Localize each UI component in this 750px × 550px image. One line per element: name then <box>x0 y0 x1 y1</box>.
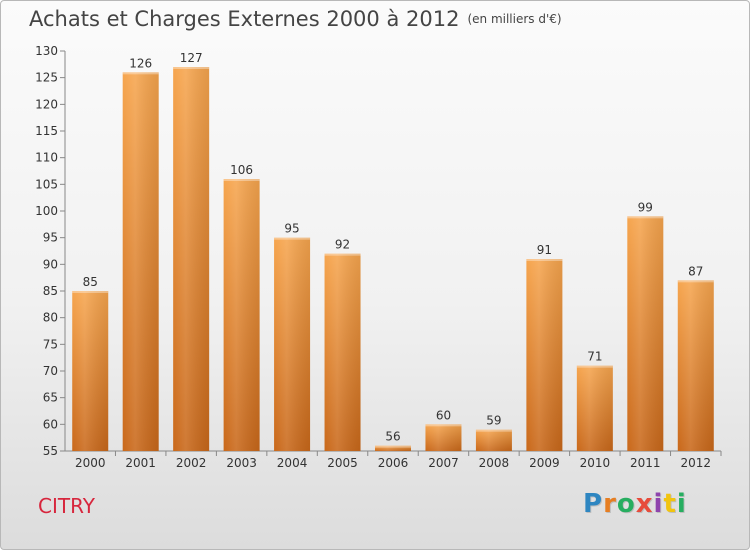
logo-letter: o <box>616 489 636 519</box>
bar-top-highlight <box>627 216 664 219</box>
y-tick-label: 80 <box>43 311 58 325</box>
x-tick-label: 2009 <box>529 456 560 470</box>
y-tick-label: 95 <box>43 231 58 245</box>
x-tick-label: 2000 <box>75 456 106 470</box>
x-tick-label: 2004 <box>277 456 308 470</box>
bar-value-label: 87 <box>688 264 703 278</box>
bar-shine <box>375 445 411 451</box>
logo-letter: P <box>583 489 604 519</box>
bar-shine <box>173 67 210 451</box>
bar-top-highlight <box>173 67 210 69</box>
logo-letter: i <box>676 489 687 519</box>
y-tick-label: 55 <box>43 444 58 458</box>
bar-top-highlight <box>223 179 260 181</box>
bar-shine <box>72 291 109 451</box>
proxiti-logo: Proxiti <box>583 489 687 519</box>
x-tick-label: 2012 <box>680 456 711 470</box>
x-tick-label: 2011 <box>630 456 661 470</box>
y-tick-label: 100 <box>35 204 58 218</box>
y-tick-label: 130 <box>35 44 58 58</box>
bar-value-label: 91 <box>537 243 552 257</box>
bar-top-highlight <box>324 253 361 256</box>
bar-value-label: 60 <box>436 408 451 422</box>
bar-value-label: 106 <box>230 163 253 177</box>
bar-value-label: 92 <box>335 238 350 252</box>
bar-value-label: 95 <box>284 222 299 236</box>
bar-top-highlight <box>425 424 462 427</box>
y-tick-label: 85 <box>43 284 58 298</box>
bar-value-label: 85 <box>83 275 98 289</box>
chart-title-text: Achats et Charges Externes 2000 à 2012 <box>29 7 460 31</box>
bar-shine <box>627 216 664 451</box>
y-tick-label: 60 <box>43 417 58 431</box>
bar-value-label: 71 <box>587 350 602 364</box>
y-tick-label: 65 <box>43 391 58 405</box>
x-tick-label: 2005 <box>327 456 358 470</box>
x-tick-label: 2002 <box>176 456 207 470</box>
commune-name: CITRY <box>38 494 95 518</box>
x-tick-label: 2006 <box>378 456 409 470</box>
y-tick-label: 115 <box>35 124 58 138</box>
bar-top-highlight <box>375 445 411 448</box>
bar-shine <box>576 365 613 451</box>
bars <box>72 67 714 451</box>
y-tick-label: 120 <box>35 97 58 111</box>
logo-letter: r <box>603 489 617 519</box>
bar-top-highlight <box>475 429 512 432</box>
x-tick-label: 2008 <box>479 456 510 470</box>
bar-value-label: 56 <box>385 430 400 444</box>
y-tick-label: 75 <box>43 337 58 351</box>
bar-shine <box>526 259 563 451</box>
logo-letter: x <box>635 489 654 519</box>
bar-shine <box>324 253 361 451</box>
x-tick-label: 2010 <box>580 456 611 470</box>
y-tick-label: 90 <box>43 257 58 271</box>
bar-shine <box>223 179 260 451</box>
bar-top-highlight <box>72 291 109 293</box>
logo-letter: t <box>663 489 677 519</box>
bar-top-highlight <box>526 259 563 261</box>
bar-top-highlight <box>677 280 714 283</box>
bar-value-label: 127 <box>180 51 203 65</box>
axes: 55 60 65 70 75 80 85 90 95 100 105 110 115 120 125 130 2… <box>35 44 722 470</box>
x-tick-label: 2001 <box>125 456 156 470</box>
bar-shine <box>425 424 462 451</box>
y-tick-label: 110 <box>35 151 58 165</box>
x-tick-label: 2003 <box>226 456 257 470</box>
bar-top-highlight <box>122 72 159 75</box>
chart-unit: (en milliers d'€) <box>467 12 562 26</box>
bar-top-highlight <box>274 237 311 240</box>
bar-value-label: 126 <box>129 56 152 70</box>
x-tick-label: 2007 <box>428 456 459 470</box>
data-labels: 85 126 127 106 95 92 56 60 59 91 71 99 87 <box>83 51 704 444</box>
bar-value-label: 59 <box>486 414 501 428</box>
y-tick-label: 125 <box>35 71 58 85</box>
bar-value-label: 99 <box>638 200 653 214</box>
bar-shine <box>274 237 311 451</box>
logo-letter: i <box>653 489 664 519</box>
chart-title: Achats et Charges Externes 2000 à 2012 (e… <box>29 7 562 31</box>
bar-shine <box>677 280 714 451</box>
bar-shine <box>122 72 159 451</box>
y-tick-label: 105 <box>35 177 58 191</box>
y-tick-label: 70 <box>43 364 58 378</box>
bar-top-highlight <box>576 365 613 368</box>
bar-shine <box>475 429 512 451</box>
